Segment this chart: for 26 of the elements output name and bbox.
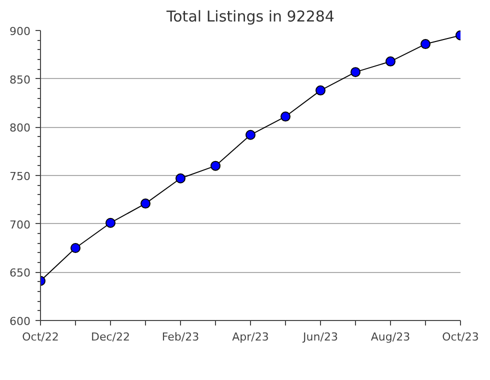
y-tick-label: 650 xyxy=(10,266,31,280)
y-tick-label: 700 xyxy=(10,218,31,232)
y-tick-label: 850 xyxy=(10,73,31,86)
y-tick-label: 600 xyxy=(10,315,31,328)
point xyxy=(106,218,116,228)
y-tick-label: 900 xyxy=(10,25,31,38)
point xyxy=(246,130,256,140)
x-tick-label: Apr/23 xyxy=(232,330,269,344)
point xyxy=(350,67,360,78)
point xyxy=(420,39,430,50)
x-tick-label: Feb/23 xyxy=(162,330,200,344)
chart-title: Total Listings in 92284 xyxy=(166,8,334,26)
x-tick-label: Oct/23 xyxy=(442,330,479,344)
x-tick-label: Jun/23 xyxy=(302,330,338,344)
point xyxy=(386,56,396,66)
point xyxy=(280,112,290,122)
x-tick-label: Dec/22 xyxy=(91,330,130,344)
x-tick-label: Oct/22 xyxy=(22,330,59,344)
point xyxy=(176,173,186,184)
x-tick-label: Aug/23 xyxy=(370,330,410,344)
point xyxy=(210,160,220,171)
y-tick-label: 750 xyxy=(10,170,31,183)
point xyxy=(316,85,326,96)
point xyxy=(140,198,150,209)
y-tick-label: 800 xyxy=(10,122,31,135)
point xyxy=(70,243,80,253)
